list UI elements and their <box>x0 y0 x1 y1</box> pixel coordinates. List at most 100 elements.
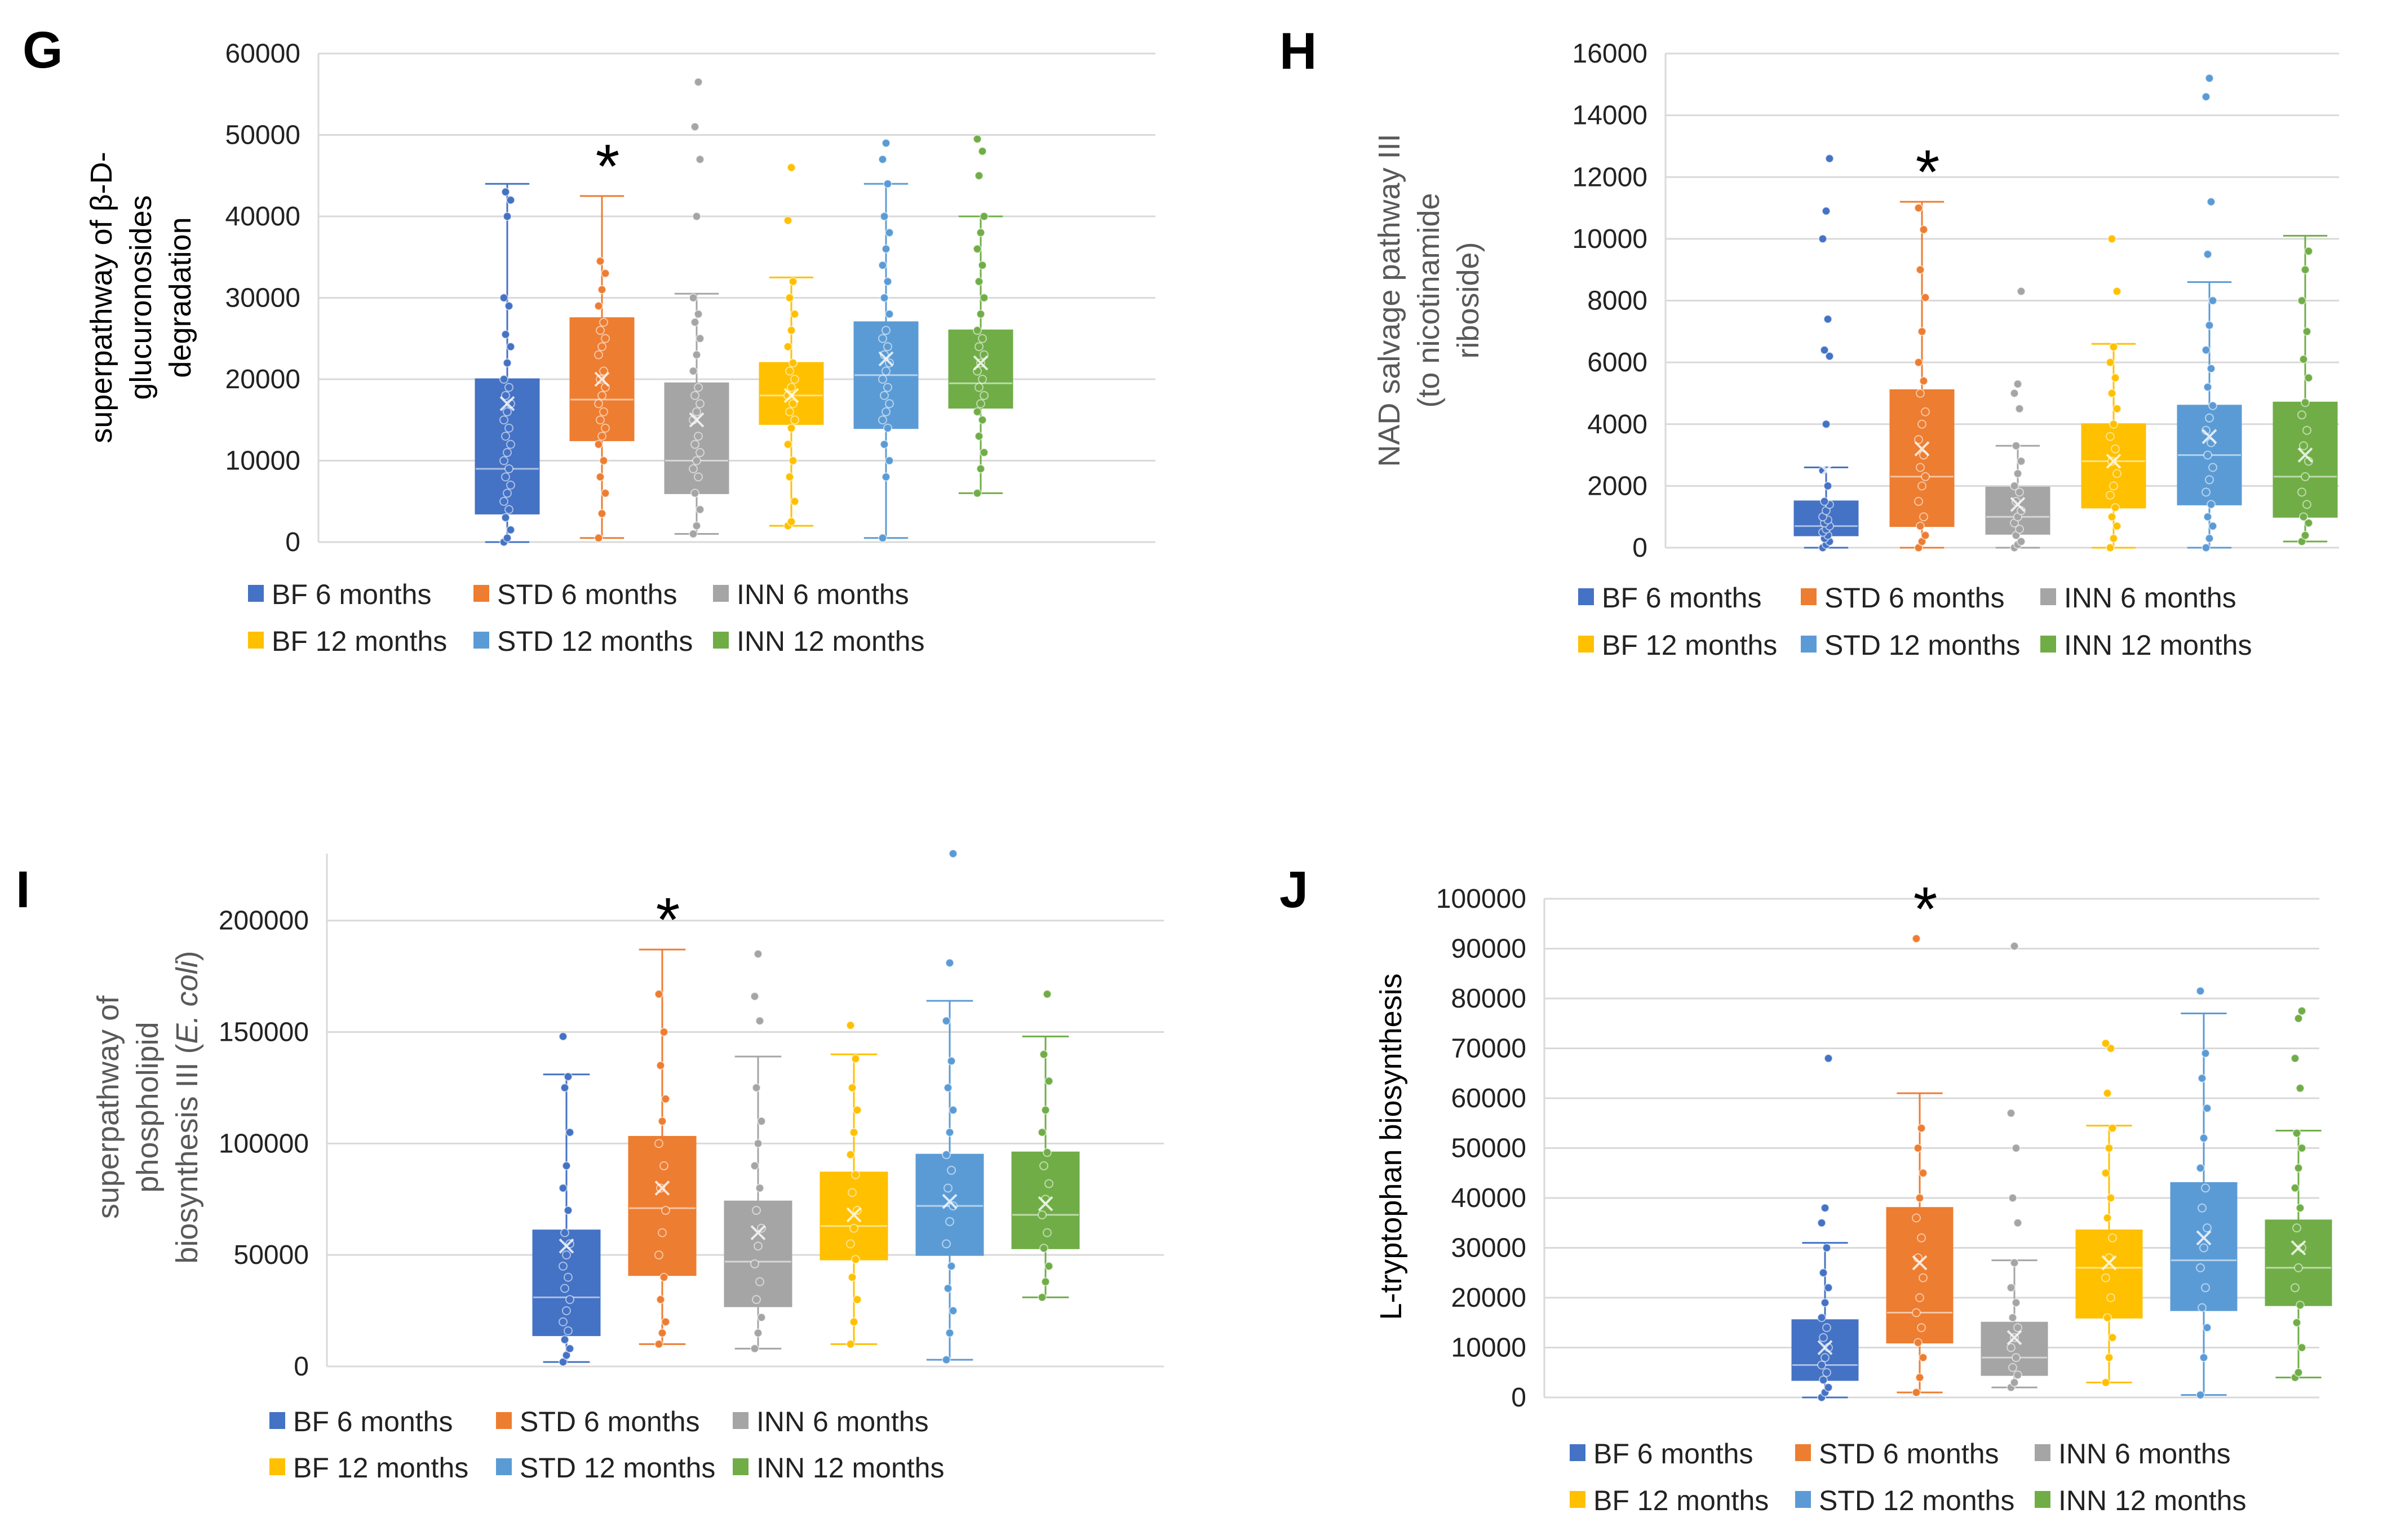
panel-j: J 0 10000 20000 30000 40000 50000 60000 70000 800… <box>1279 861 2332 1516</box>
data-point <box>501 513 510 522</box>
data-point <box>947 1261 956 1271</box>
data-point <box>503 489 512 498</box>
y-axis-label: L-tryptophan biosynthesis <box>1374 973 1408 1320</box>
data-point <box>1824 1054 1833 1063</box>
data-point <box>851 1054 860 1063</box>
data-point <box>2107 388 2116 398</box>
legend-label: INN 6 months <box>2064 582 2236 614</box>
data-point <box>755 1016 764 1026</box>
y-tick-label: 50000 <box>1451 1134 1526 1164</box>
data-point <box>2109 342 2118 352</box>
mean-marker <box>594 371 610 387</box>
data-point <box>596 375 605 384</box>
data-point <box>2302 327 2311 336</box>
y-axis-label-line: phospholipid <box>131 1022 165 1192</box>
data-point <box>2297 1343 2306 1352</box>
data-point <box>1914 203 1923 213</box>
mean-marker <box>2202 429 2217 445</box>
y-tick-label: 16000 <box>1573 39 1647 69</box>
data-point <box>2203 1323 2212 1333</box>
legend-label: STD 12 months <box>520 1452 715 1484</box>
box-inn-6-months <box>724 949 792 1353</box>
data-point <box>750 1344 759 1353</box>
data-point <box>980 448 989 458</box>
data-point <box>694 77 703 87</box>
data-point <box>880 293 889 303</box>
data-point <box>1823 314 1832 324</box>
data-point <box>1915 1373 1924 1382</box>
data-point <box>689 293 698 303</box>
data-point <box>1916 388 1925 398</box>
data-point <box>658 1328 667 1338</box>
data-point <box>2012 1353 2021 1363</box>
data-point <box>659 1272 668 1282</box>
data-point <box>2203 250 2212 259</box>
data-point <box>942 1355 951 1365</box>
data-point <box>1919 1353 1928 1363</box>
data-point <box>949 1306 958 1316</box>
y-tick-label: 4000 <box>1587 410 1647 440</box>
legend-item: BF 6 months <box>1570 1438 1753 1470</box>
significance-asterisk: * <box>1916 137 1940 207</box>
data-point <box>853 1295 862 1304</box>
data-point <box>1041 1106 1050 1115</box>
data-point <box>594 301 603 310</box>
data-point <box>2301 265 2310 274</box>
data-point <box>882 244 891 254</box>
y-axis-label: NAD salvage pathway III (to nicotinamide r… <box>1372 134 1485 467</box>
y-axis-label-line: biosynthesis III (E. coli) <box>170 951 204 1263</box>
data-point <box>2297 1143 2306 1153</box>
data-point <box>2207 197 2216 207</box>
data-point <box>2296 1084 2305 1093</box>
data-point <box>499 415 508 425</box>
data-point <box>885 456 894 465</box>
data-point <box>499 496 508 506</box>
legend-swatch <box>496 1458 512 1475</box>
data-point <box>789 456 798 465</box>
box-inn-6-months <box>1985 287 2050 552</box>
data-point <box>1817 1360 1826 1370</box>
box-bf-12-months <box>820 1020 888 1349</box>
legend-label: STD 6 months <box>1819 1438 1999 1470</box>
data-point <box>2013 1218 2022 1228</box>
data-point <box>499 456 508 465</box>
data-point <box>2112 521 2121 531</box>
data-point <box>690 489 699 498</box>
legend-item: STD 12 months <box>1795 1485 2014 1516</box>
mean-marker <box>1038 1196 1053 1211</box>
data-point <box>690 122 699 132</box>
data-point <box>2202 345 2211 355</box>
data-point <box>1038 1128 1047 1137</box>
data-point <box>661 1094 670 1104</box>
data-point <box>2103 1089 2112 1098</box>
y-tick-label: 2000 <box>1587 471 1647 501</box>
data-point <box>944 1083 953 1093</box>
data-point <box>2012 1298 2021 1307</box>
data-point <box>883 277 892 286</box>
data-point <box>1044 1179 1053 1188</box>
legend-label: BF 6 months <box>1602 582 1761 614</box>
y-tick-label: 8000 <box>1587 286 1647 316</box>
data-point <box>596 472 605 482</box>
data-point <box>696 448 705 458</box>
data-point <box>2207 500 2216 509</box>
data-point <box>1822 419 1831 429</box>
data-point <box>947 1056 956 1066</box>
data-point <box>504 301 513 310</box>
legend-swatch <box>2040 636 2056 653</box>
data-point <box>2292 1318 2301 1328</box>
data-point <box>1038 1293 1047 1302</box>
data-point <box>1916 521 1925 531</box>
data-point <box>2010 388 2019 398</box>
data-point <box>2297 1006 2306 1016</box>
y-tick-label: 50000 <box>234 1240 309 1270</box>
legend-label: STD 12 months <box>497 625 693 657</box>
legend-item: BF 12 months <box>1570 1485 1769 1516</box>
data-point <box>754 949 763 959</box>
y-axis-label-line: superpathway of β-D- <box>85 152 118 443</box>
data-point <box>2112 469 2121 478</box>
y-tick-label: 0 <box>1511 1383 1526 1413</box>
legend-item: BF 6 months <box>1578 582 1761 614</box>
data-point <box>790 309 799 319</box>
